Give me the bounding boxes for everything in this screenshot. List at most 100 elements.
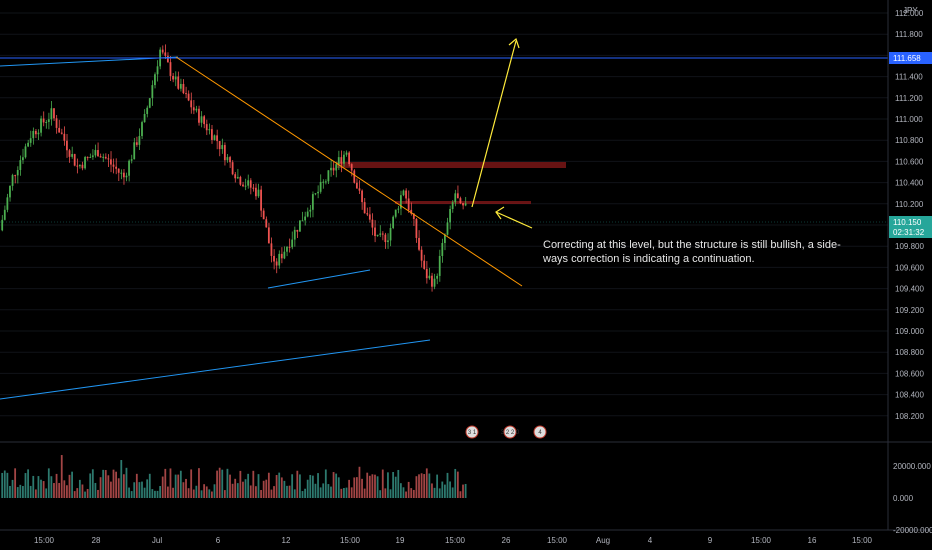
chart-grid <box>0 12 888 417</box>
volume-bar <box>291 474 294 498</box>
volume-bar <box>257 474 260 498</box>
candle-body <box>340 157 343 164</box>
candle-body <box>179 83 182 89</box>
resistance-zone-upper <box>336 162 566 168</box>
candle-body <box>50 108 53 120</box>
candle-body <box>164 52 167 56</box>
volume-bar <box>293 489 296 498</box>
volume-bar <box>332 472 335 498</box>
candle-body <box>185 93 187 95</box>
svg-text:111.658: 111.658 <box>893 54 921 63</box>
candle-body <box>314 193 317 195</box>
volume-bar <box>42 481 45 498</box>
volume-bar <box>40 479 42 498</box>
candle-body <box>299 220 301 232</box>
volume-bar <box>270 489 273 498</box>
volume-bar <box>68 474 71 498</box>
candle-body <box>229 157 231 163</box>
candle-body <box>441 242 444 256</box>
volume-bar <box>405 491 407 498</box>
volume-series <box>1 455 467 498</box>
volume-bar <box>89 473 92 498</box>
candle-body <box>200 116 203 123</box>
candle-body <box>66 140 68 151</box>
candle-body <box>53 108 55 119</box>
candle-body <box>22 157 24 161</box>
candle-body <box>239 176 242 185</box>
volume-bar <box>343 488 345 498</box>
volume-bar <box>58 482 61 498</box>
volume-bar <box>174 474 177 498</box>
volume-bar <box>260 489 262 498</box>
candle-body <box>156 66 159 75</box>
volume-bar <box>125 467 128 498</box>
candle-body <box>107 158 110 160</box>
candle-body <box>192 107 195 111</box>
candle-body <box>353 170 356 183</box>
candle-body <box>76 165 79 167</box>
volume-bar <box>348 479 350 498</box>
candle-body <box>216 135 218 142</box>
candle-body <box>410 209 413 214</box>
volume-bar <box>353 477 356 498</box>
volume-bar <box>9 485 11 498</box>
candle-body <box>208 129 211 131</box>
volume-bar <box>371 474 374 498</box>
volume-bar <box>130 491 133 498</box>
candle-body <box>60 132 63 134</box>
candle-body <box>34 130 37 135</box>
volume-bar <box>387 472 389 498</box>
candle-body <box>317 191 319 194</box>
volume-tick-label: -20000.000 <box>893 526 932 535</box>
volume-bar <box>330 486 332 498</box>
price-tick-label: 111.000 <box>895 115 923 124</box>
volume-bar <box>148 473 151 498</box>
candle-body <box>16 170 19 176</box>
candle-body <box>115 166 117 169</box>
volume-bar <box>190 469 193 498</box>
candle-body <box>3 209 6 220</box>
candle-body <box>68 150 71 157</box>
candle-body <box>244 185 247 187</box>
candle-body <box>187 93 190 101</box>
candle-body <box>309 209 312 212</box>
volume-bar <box>73 491 76 498</box>
candle-body <box>306 211 309 217</box>
candle-body <box>71 154 73 157</box>
volume-bar <box>81 484 84 498</box>
candle-body <box>211 129 213 140</box>
volume-bar <box>389 489 392 498</box>
time-tick-label: 15:00 <box>340 536 361 545</box>
candle-body <box>358 188 361 191</box>
candle-body <box>166 55 169 63</box>
volume-bar <box>444 484 446 498</box>
volume-tick-label: 20000.000 <box>893 462 931 471</box>
time-tick-label: 12 <box>282 536 291 545</box>
volume-bar <box>420 473 423 498</box>
candle-body <box>14 175 17 177</box>
volume-bar <box>117 478 120 498</box>
price-tick-label: 112.000 <box>895 9 924 18</box>
candle-body <box>361 190 363 203</box>
candle-body <box>418 237 420 250</box>
volume-bar <box>337 477 340 498</box>
volume-tick-label: 0.000 <box>893 494 914 503</box>
price-tick-label: 109.000 <box>895 327 924 336</box>
volume-bar <box>423 474 426 498</box>
candle-body <box>99 156 102 158</box>
volume-bar <box>317 473 319 498</box>
volume-bar <box>381 469 384 498</box>
volume-bar <box>200 490 203 498</box>
candle-body <box>436 275 439 279</box>
candle-body <box>117 168 120 173</box>
volume-bar <box>195 485 198 498</box>
candle-body <box>6 197 9 210</box>
candle-body <box>368 214 371 220</box>
candle-body <box>389 228 392 241</box>
calendar-event-icon <box>465 425 479 439</box>
candle-body <box>428 275 431 279</box>
candle-body <box>366 213 369 215</box>
volume-bar <box>267 472 270 498</box>
candle-body <box>190 100 193 108</box>
